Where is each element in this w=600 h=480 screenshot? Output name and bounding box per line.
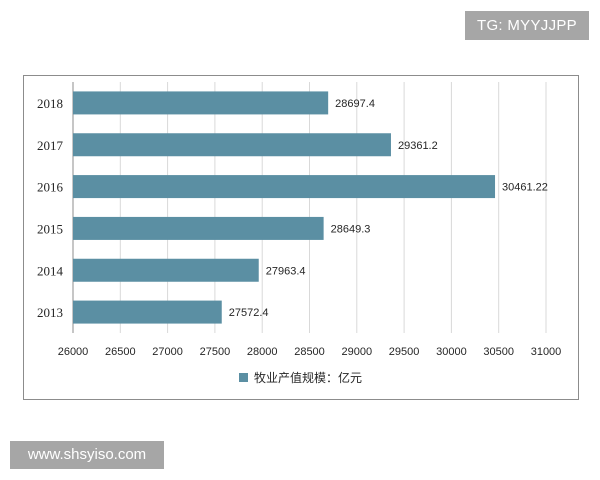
- x-tick-label: 29000: [342, 346, 373, 358]
- bar: [73, 133, 391, 157]
- x-tick-label: 30000: [436, 346, 467, 358]
- data-label: 29361.2: [398, 140, 438, 152]
- data-label: 28649.3: [331, 223, 371, 235]
- y-category-label: 2016: [37, 180, 64, 195]
- x-tick-label: 28000: [247, 346, 278, 358]
- bar: [73, 91, 329, 115]
- x-tick-label: 26000: [58, 346, 89, 358]
- data-label: 27963.4: [266, 265, 306, 277]
- y-category-label: 2014: [37, 263, 64, 278]
- x-tick-label: 28500: [294, 346, 325, 358]
- x-tick-label: 30500: [483, 346, 514, 358]
- chart-frame: 26000 26500 27000 27500 28000 28500 29000 29500…: [23, 75, 579, 400]
- y-category-label: 2013: [37, 305, 63, 320]
- bar: [73, 258, 259, 282]
- bar: [73, 216, 324, 240]
- y-category-label: 2018: [37, 96, 63, 111]
- data-label: 28697.4: [335, 98, 375, 110]
- x-tick-label: 29500: [389, 346, 420, 358]
- legend-swatch: [239, 373, 248, 382]
- bar-chart: 26000 26500 27000 27500 28000 28500 29000 29500…: [37, 82, 562, 385]
- data-label: 30461.22: [502, 182, 548, 194]
- x-tick-label: 27500: [200, 346, 231, 358]
- data-label: 27572.4: [229, 307, 269, 319]
- y-category-label: 2017: [37, 138, 64, 153]
- legend-label: 牧业产值规模：亿元: [254, 370, 362, 385]
- watermark-top: TG: MYYJJPP: [465, 11, 589, 40]
- x-tick-label: 31000: [531, 346, 562, 358]
- x-tick-label: 27000: [152, 346, 183, 358]
- bar: [73, 300, 222, 324]
- watermark-bottom: www.shsyiso.com: [10, 441, 164, 469]
- x-tick-label: 26500: [105, 346, 136, 358]
- bar: [73, 175, 496, 199]
- y-category-label: 2015: [37, 221, 63, 236]
